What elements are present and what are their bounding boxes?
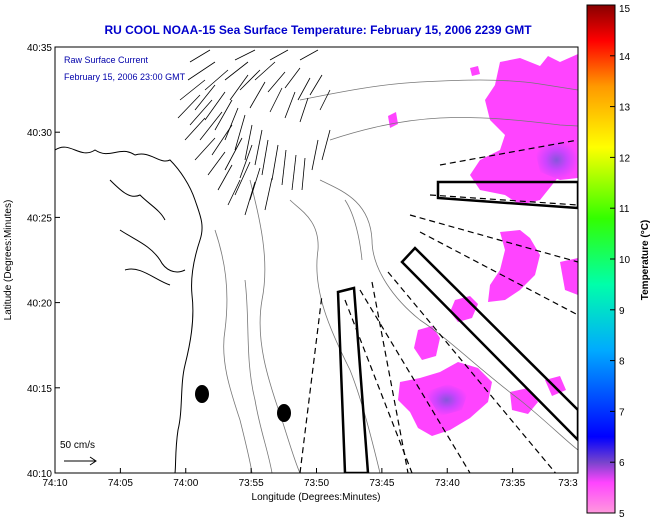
x-tick-label: 73:3 — [558, 478, 578, 489]
x-tick-label: 74:05 — [108, 478, 133, 489]
x-tick-label: 73:45 — [369, 478, 394, 489]
current-vectors — [177, 49, 331, 216]
y-tick-label: 40:15 — [27, 384, 52, 395]
y-tick-label: 40:30 — [27, 128, 52, 139]
colorbar-tick-label: 6 — [619, 458, 625, 469]
mooring-dot-1 — [195, 385, 209, 403]
scale-label: 50 cm/s — [60, 440, 95, 451]
y-tick-label: 40:35 — [27, 43, 52, 54]
mooring-dot-2 — [277, 404, 291, 422]
y-tick-label: 40:10 — [27, 469, 52, 480]
colorbar-tick-label: 12 — [619, 153, 631, 164]
sst-patch-top — [470, 66, 480, 76]
colorbar-tick-label: 14 — [619, 52, 631, 63]
study-boxes — [336, 180, 578, 473]
colorbar-tick-label: 5 — [619, 509, 625, 519]
x-tick-label: 73:55 — [239, 478, 264, 489]
x-axis-label: Longitude (Degrees:Minutes) — [252, 492, 381, 503]
sst-patch-right — [560, 258, 578, 295]
box-horizontal — [436, 180, 578, 210]
colorbar-tick-label: 10 — [619, 255, 631, 266]
sst-patch-south-warm — [425, 384, 468, 416]
bathymetry-contours — [214, 79, 578, 473]
y-tick-label: 40:25 — [27, 213, 52, 224]
legend-current-line1: Raw Surface Current — [64, 55, 149, 65]
colorbar: 5 6 7 8 9 10 11 12 13 14 15 Temperature (°C) — [586, 4, 651, 519]
x-tick-label: 73:35 — [500, 478, 525, 489]
box-diagonal — [400, 246, 578, 442]
colorbar-tick-label: 13 — [619, 103, 631, 114]
x-tick-label: 73:50 — [304, 478, 329, 489]
scale-arrow-icon — [64, 456, 97, 466]
colorbar-label: Temperature (°C) — [640, 220, 651, 301]
colorbar-tick-label: 7 — [619, 407, 625, 418]
colorbar-tick-label: 8 — [619, 357, 625, 368]
y-axis: 40:35 40:30 40:25 40:20 40:15 40:10 — [27, 43, 60, 480]
colorbar-tick-label: 15 — [619, 4, 631, 15]
y-axis-label: Latitude (Degrees:Minutes) — [3, 200, 14, 321]
colorbar-tick-label: 11 — [619, 204, 630, 215]
plot-area: Raw Surface Current February 15, 2006 23… — [55, 47, 578, 473]
sst-patch-mid-small — [510, 233, 524, 244]
legend-current-line2: February 15, 2006 23:00 GMT — [64, 72, 186, 82]
x-tick-label: 74:10 — [42, 478, 67, 489]
chart-title: RU COOL NOAA-15 Sea Surface Temperature:… — [104, 23, 532, 37]
x-axis: 74:10 74:05 74:00 73:55 73:50 73:45 73:40 73:35… — [42, 468, 579, 489]
sst-patch-ne-warm — [535, 140, 578, 180]
x-tick-label: 73:40 — [435, 478, 460, 489]
sst-patch-se — [510, 388, 538, 414]
colorbar-tick-label: 9 — [619, 306, 625, 317]
box-vertical — [336, 286, 370, 473]
coastline — [55, 146, 203, 473]
y-tick-label: 40:20 — [27, 299, 52, 310]
sst-patch-left — [414, 326, 440, 360]
colorbar-ticks: 5 6 7 8 9 10 11 12 13 14 15 — [610, 4, 631, 519]
x-tick-label: 74:00 — [173, 478, 198, 489]
